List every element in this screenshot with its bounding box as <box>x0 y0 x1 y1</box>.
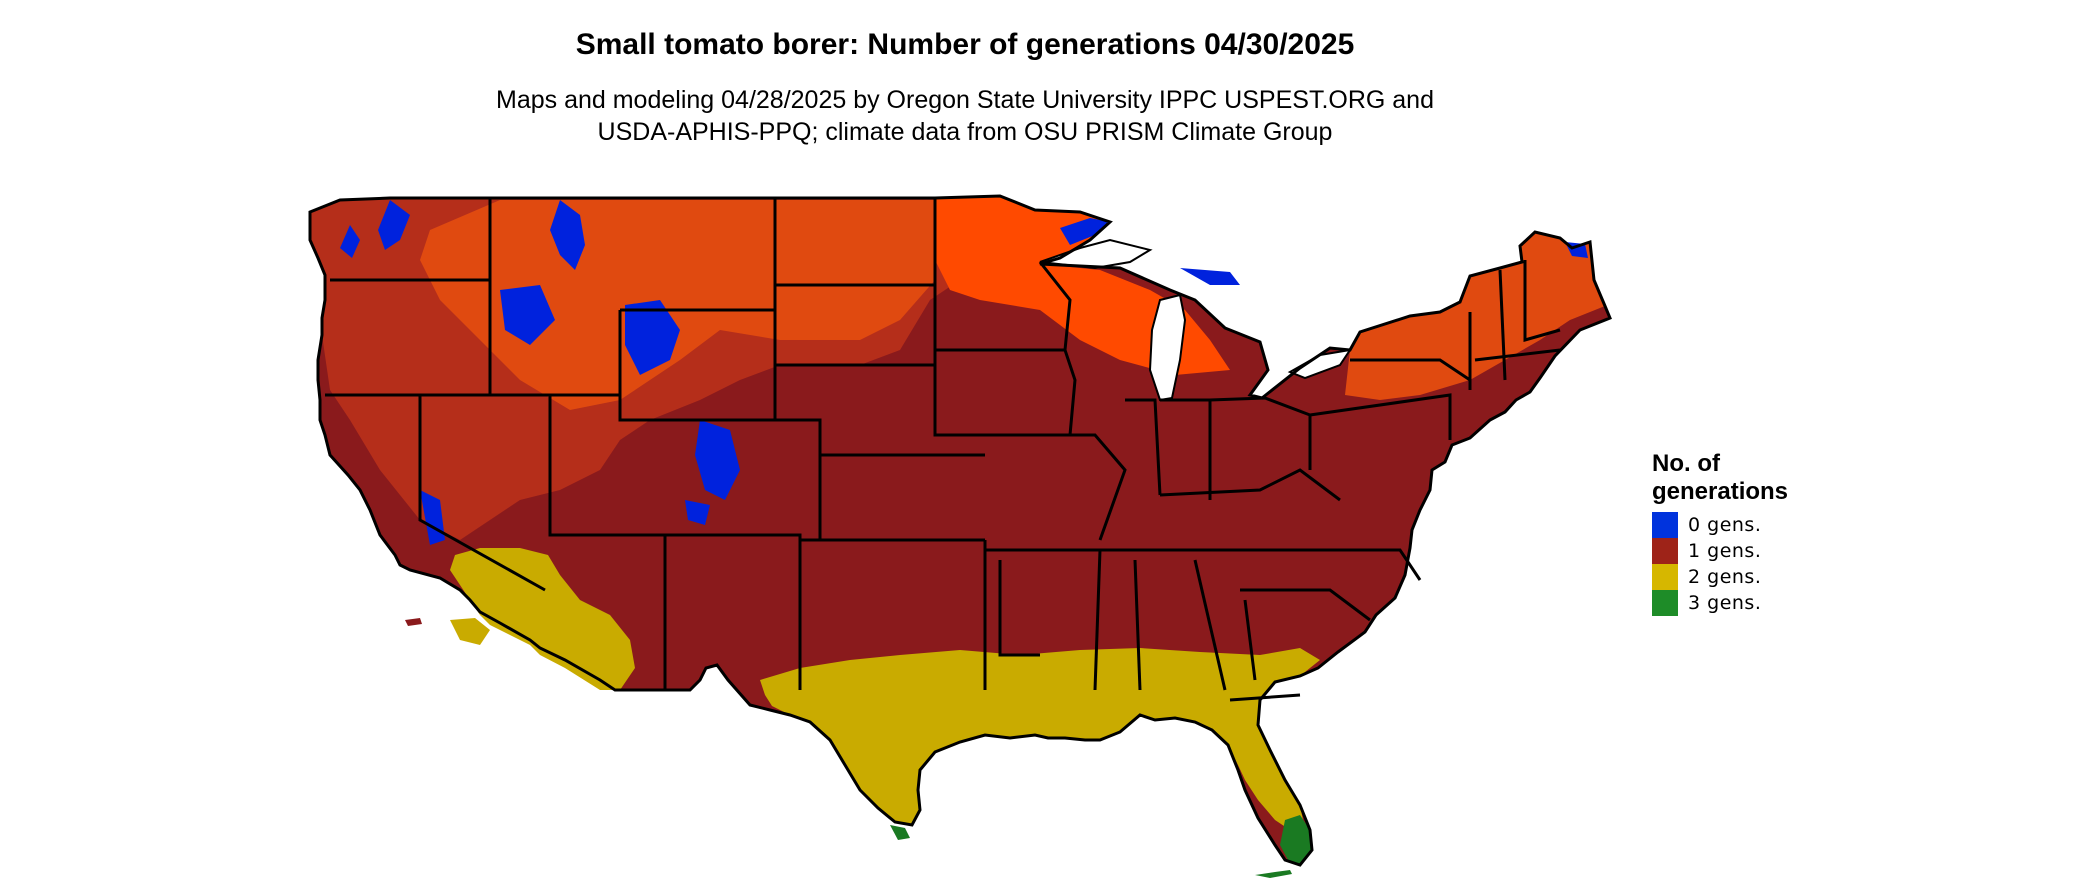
us-outline <box>308 194 1612 867</box>
florida-keys <box>1255 870 1292 878</box>
lake-michigan <box>1148 293 1187 402</box>
zone-one-gen-plains <box>420 200 935 410</box>
subtitle-line-2: USDA-APHIS-PPQ; climate data from OSU PR… <box>597 118 1333 146</box>
map-subtitle: Maps and modeling 04/28/2025 by Oregon S… <box>0 84 1930 148</box>
legend: No. of generations 0 gens. 1 gens. 2 gens.… <box>1652 450 1852 616</box>
zone-three-gen-texas <box>890 825 910 840</box>
zone-two-gen-baja <box>450 618 490 645</box>
legend-swatch <box>1652 538 1678 564</box>
legend-items: 0 gens. 1 gens. 2 gens. 3 gens. <box>1652 512 1852 616</box>
map-title: Small tomato borer: Number of generation… <box>575 28 1355 61</box>
zone-three-gen-florida <box>1280 815 1312 865</box>
channel-islands <box>405 618 422 626</box>
legend-row: 0 gens. <box>1652 512 1852 538</box>
legend-swatch <box>1652 564 1678 590</box>
legend-swatch <box>1652 512 1678 538</box>
state-borders <box>325 198 1561 702</box>
legend-title-line-2: generations <box>1652 478 1789 505</box>
zone-zero-gen <box>340 200 1588 545</box>
legend-label: 2 gens. <box>1688 566 1762 588</box>
legend-label: 1 gens. <box>1688 540 1762 562</box>
subtitle-line-1: Maps and modeling 04/28/2025 by Oregon S… <box>496 86 1434 114</box>
legend-label: 0 gens. <box>1688 514 1762 536</box>
zone-one-gen-northeast <box>1345 232 1605 400</box>
legend-swatch <box>1652 590 1678 616</box>
legend-title: No. of generations <box>1652 450 1852 506</box>
legend-row: 2 gens. <box>1652 564 1852 590</box>
legend-label: 3 gens. <box>1688 592 1762 614</box>
zone-two-gen-south <box>760 648 1320 830</box>
legend-title-line-1: No. of <box>1652 450 1720 477</box>
legend-row: 1 gens. <box>1652 538 1852 564</box>
zone-two-gen-southwest <box>450 548 635 690</box>
legend-row: 3 gens. <box>1652 590 1852 616</box>
